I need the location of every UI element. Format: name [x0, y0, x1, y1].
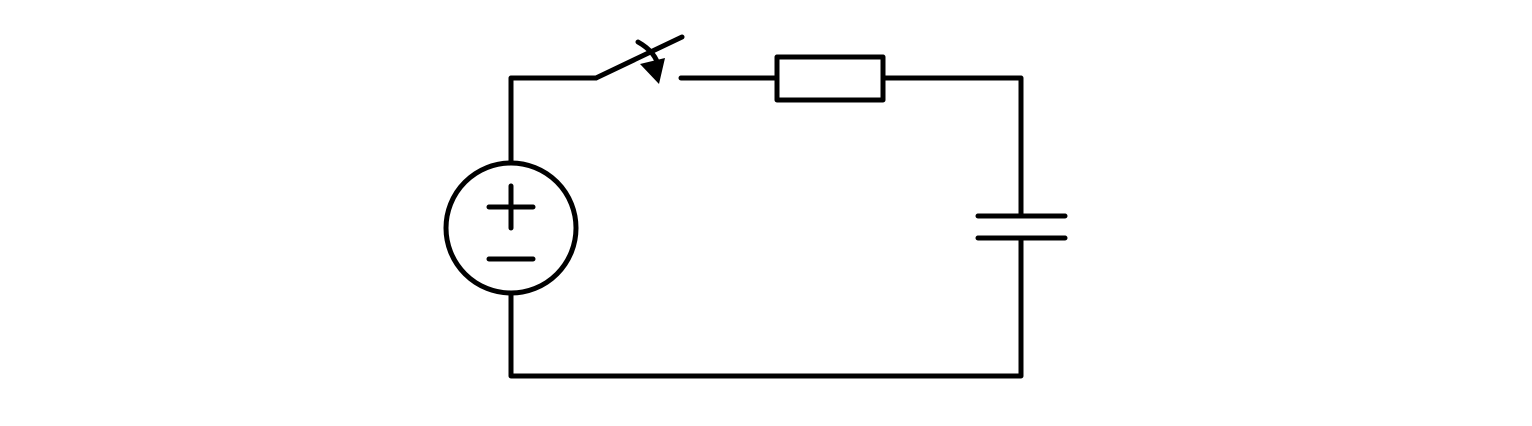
- circuit: [443, 34, 1068, 379]
- switch-arrow-head-icon: [640, 58, 665, 84]
- switch: [593, 34, 685, 84]
- voltage-source-circle: [443, 160, 579, 296]
- capacitor: [975, 213, 1068, 241]
- wire-capacitor-to-source: [508, 235, 1024, 379]
- wire-resistor-to-capacitor: [880, 75, 1024, 219]
- voltage-source: [443, 160, 579, 296]
- wire-source-to-switch: [508, 75, 599, 165]
- switch-blade: [593, 34, 685, 81]
- plus-sign: [486, 183, 536, 231]
- resistor: [774, 54, 886, 103]
